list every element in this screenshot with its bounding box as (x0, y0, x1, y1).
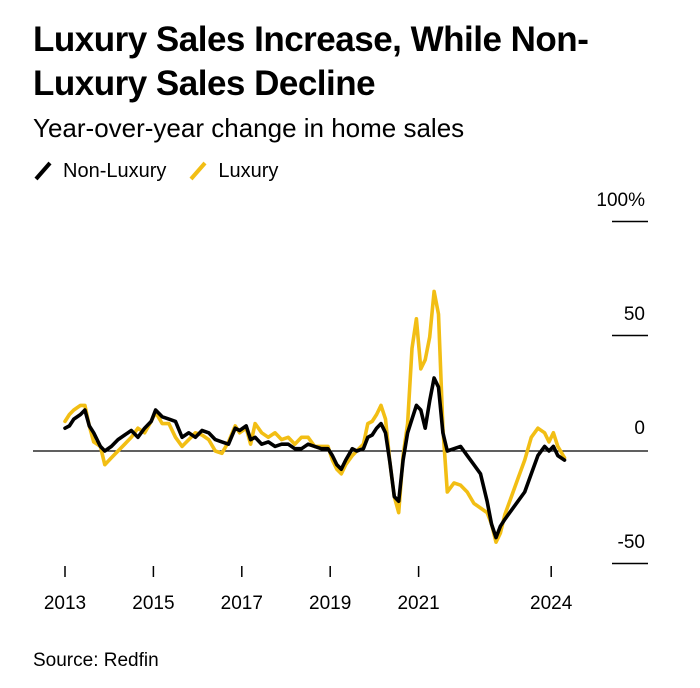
legend-swatch-luxury (189, 161, 207, 181)
y-tick-label: -50 (618, 532, 645, 553)
x-tick-label: 2013 (44, 593, 86, 614)
x-tick-label: 2024 (530, 593, 573, 614)
x-tick-label: 2017 (221, 593, 263, 614)
legend-label-non-luxury: Non-Luxury (63, 159, 167, 182)
legend-label-luxury: Luxury (218, 159, 279, 182)
chart-title: Luxury Sales Increase, While Non-Luxury … (33, 20, 589, 103)
chart-subtitle: Year-over-year change in home sales (33, 113, 465, 143)
legend-item-luxury: Luxury (188, 160, 278, 183)
x-tick-label: 2019 (309, 593, 351, 614)
y-tick-label: 100% (596, 190, 645, 211)
x-tick-label: 2015 (132, 593, 174, 614)
legend-swatch-non-luxury (34, 161, 52, 181)
chart-legend: Non-Luxury Luxury (33, 158, 300, 184)
y-tick-label: 50 (624, 304, 645, 325)
x-tick-label: 2021 (397, 593, 439, 614)
y-tick-label: 0 (634, 418, 645, 439)
source-note: Source: Redfin (33, 650, 159, 671)
line-chart: 100% 50 0 -50 2013 2015 2017 2019 2021 2024 (33, 190, 648, 614)
legend-item-non-luxury: Non-Luxury (33, 160, 166, 183)
series-line-non-luxury (63, 376, 567, 540)
